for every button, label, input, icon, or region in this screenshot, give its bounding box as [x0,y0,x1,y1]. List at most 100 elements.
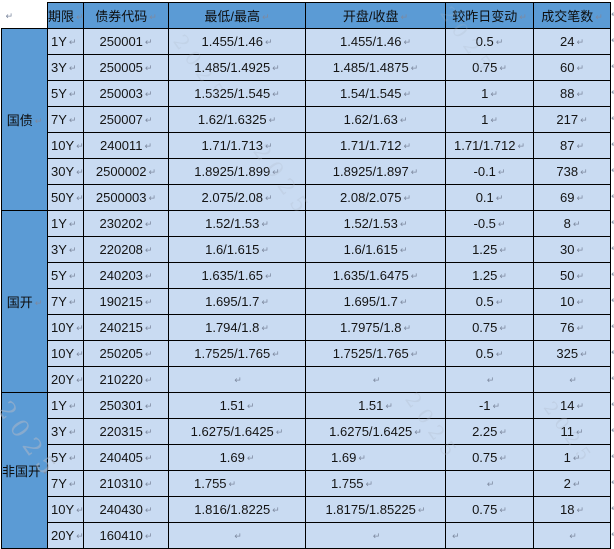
low-high-cell[interactable]: 1.6/1.615 ↵ [168,236,306,263]
term-cell[interactable]: 5Y ↵ [47,80,84,107]
trade-count-cell[interactable]: 217 ↵ [533,106,611,133]
change-cell[interactable]: 0.75 ↵ [445,54,534,81]
term-cell[interactable]: 20Y ↵ [47,366,84,393]
open-close-cell[interactable]: 1.71/1.712 ↵ [305,132,446,159]
term-cell[interactable]: 7Y ↵ [47,106,84,133]
trade-count-cell[interactable]: 10 ↵ [533,288,611,315]
change-cell[interactable]: 0.5 ↵ [445,340,534,367]
trade-count-cell[interactable]: ↵ [533,366,611,393]
change-cell[interactable]: 1.71/1.712 ↵ [445,132,534,159]
change-cell[interactable]: 0.5 ↵ [445,288,534,315]
low-high-cell[interactable]: 1.7525/1.765 ↵ [168,340,306,367]
change-cell[interactable]: 1.25 ↵ [445,236,534,263]
column-header-trade-count[interactable]: 成交笔数 ↵ [533,2,611,29]
corner-cell[interactable]: ↵ [1,2,48,29]
term-cell[interactable]: 10Y ↵ [47,496,84,523]
term-cell[interactable]: 3Y ↵ [47,54,84,81]
low-high-cell[interactable]: ↵ [168,366,306,393]
column-header-term[interactable]: 期限 ↵ [47,2,84,29]
bond-code-cell[interactable]: 250301 ↵ [83,392,169,419]
low-high-cell[interactable]: 1.51 ↵ [168,392,306,419]
bond-code-cell[interactable]: 2500002 ↵ [83,158,169,185]
open-close-cell[interactable]: 1.62/1.63 ↵ [305,106,446,133]
trade-count-cell[interactable]: ↵ [533,522,611,549]
term-cell[interactable]: 7Y ↵ [47,470,84,497]
trade-count-cell[interactable]: 76 ↵ [533,314,611,341]
change-cell[interactable]: 0.75 ↵ [445,496,534,523]
term-cell[interactable]: 50Y ↵ [47,184,84,211]
term-cell[interactable]: 1Y ↵ [47,392,84,419]
term-cell[interactable]: 30Y ↵ [47,158,84,185]
bond-code-cell[interactable]: 220208 ↵ [83,236,169,263]
low-high-cell[interactable]: 2.075/2.08 ↵ [168,184,306,211]
low-high-cell[interactable]: 1.52/1.53 ↵ [168,210,306,237]
low-high-cell[interactable]: 1.69 ↵ [168,444,306,471]
low-high-cell[interactable]: 1.794/1.8 ↵ [168,314,306,341]
open-close-cell[interactable]: 1.54/1.545 ↵ [305,80,446,107]
low-high-cell[interactable]: 1.816/1.8225 ↵ [168,496,306,523]
term-cell[interactable]: 1Y ↵ [47,28,84,55]
low-high-cell[interactable]: 1.71/1.713 ↵ [168,132,306,159]
bond-code-cell[interactable]: 240405 ↵ [83,444,169,471]
open-close-cell[interactable]: 1.52/1.53 ↵ [305,210,446,237]
trade-count-cell[interactable]: 1 ↵ [533,444,611,471]
group-label-cell[interactable]: 国债 ↵ [1,28,48,211]
bond-code-cell[interactable]: 2500003 ↵ [83,184,169,211]
open-close-cell[interactable]: 1.8925/1.897 ↵ [305,158,446,185]
change-cell[interactable]: 0.1 ↵ [445,184,534,211]
change-cell[interactable]: 1 ↵ [445,80,534,107]
term-cell[interactable]: 10Y ↵ [47,314,84,341]
change-cell[interactable]: -0.1 ↵ [445,158,534,185]
trade-count-cell[interactable]: 738 ↵ [533,158,611,185]
bond-code-cell[interactable]: 210310 ↵ [83,470,169,497]
open-close-cell[interactable]: 1.69 ↵ [305,444,446,471]
term-cell[interactable]: 5Y ↵ [47,262,84,289]
low-high-cell[interactable]: 1.485/1.4925 ↵ [168,54,306,81]
low-high-cell[interactable]: 1.62/1.6325 ↵ [168,106,306,133]
bond-code-cell[interactable]: 190215 ↵ [83,288,169,315]
change-cell[interactable]: 0.5 ↵ [445,28,534,55]
open-close-cell[interactable]: ↵ [305,522,446,549]
low-high-cell[interactable]: 1.635/1.65 ↵ [168,262,306,289]
open-close-cell[interactable]: 1.485/1.4875 ↵ [305,54,446,81]
bond-code-cell[interactable]: 240011 ↵ [83,132,169,159]
column-header-low-high[interactable]: 最低/最高 ↵ [168,2,306,29]
bond-code-cell[interactable]: 220315 ↵ [83,418,169,445]
open-close-cell[interactable]: 1.51 ↵ [305,392,446,419]
trade-count-cell[interactable]: 18 ↵ [533,496,611,523]
change-cell[interactable]: 1 ↵ [445,106,534,133]
change-cell[interactable]: 0.75 ↵ [445,444,534,471]
change-cell[interactable]: 0.75 ↵ [445,314,534,341]
bond-code-cell[interactable]: 250001 ↵ [83,28,169,55]
low-high-cell[interactable]: 1.8925/1.899 ↵ [168,158,306,185]
bond-code-cell[interactable]: 250005 ↵ [83,54,169,81]
low-high-cell[interactable]: 1.455/1.46 ↵ [168,28,306,55]
group-label-cell[interactable]: 非国开↵ [1,392,48,549]
trade-count-cell[interactable]: 69 ↵ [533,184,611,211]
open-close-cell[interactable]: 1.635/1.6475 ↵ [305,262,446,289]
change-cell[interactable]: -0.5 ↵ [445,210,534,237]
bond-code-cell[interactable]: 250003 ↵ [83,80,169,107]
term-cell[interactable]: 20Y ↵ [47,522,84,549]
bond-code-cell[interactable]: 240430 ↵ [83,496,169,523]
low-high-cell[interactable]: ↵ [168,522,306,549]
low-high-cell[interactable]: 1.755 ↵ [168,470,306,497]
change-cell[interactable]: 1.25 ↵ [445,262,534,289]
open-close-cell[interactable]: 1.455/1.46 ↵ [305,28,446,55]
trade-count-cell[interactable]: 325 ↵ [533,340,611,367]
group-label-cell[interactable]: 国开 ↵ [1,210,48,393]
low-high-cell[interactable]: 1.6275/1.6425 ↵ [168,418,306,445]
bond-code-cell[interactable]: 210220 ↵ [83,366,169,393]
change-cell[interactable]: ↵ [445,470,534,497]
term-cell[interactable]: 10Y ↵ [47,132,84,159]
trade-count-cell[interactable]: 87 ↵ [533,132,611,159]
open-close-cell[interactable]: ↵ [305,366,446,393]
column-header-change-vs-yesterday[interactable]: 较昨日变动 ↵ [445,2,534,29]
bond-code-cell[interactable]: 230202 ↵ [83,210,169,237]
trade-count-cell[interactable]: 11 ↵ [533,418,611,445]
term-cell[interactable]: 3Y ↵ [47,236,84,263]
column-header-bond-code[interactable]: 债券代码 ↵ [83,2,169,29]
open-close-cell[interactable]: 1.7525/1.765 ↵ [305,340,446,367]
low-high-cell[interactable]: 1.695/1.7 ↵ [168,288,306,315]
column-header-open-close[interactable]: 开盘/收盘 ↵ [305,2,446,29]
